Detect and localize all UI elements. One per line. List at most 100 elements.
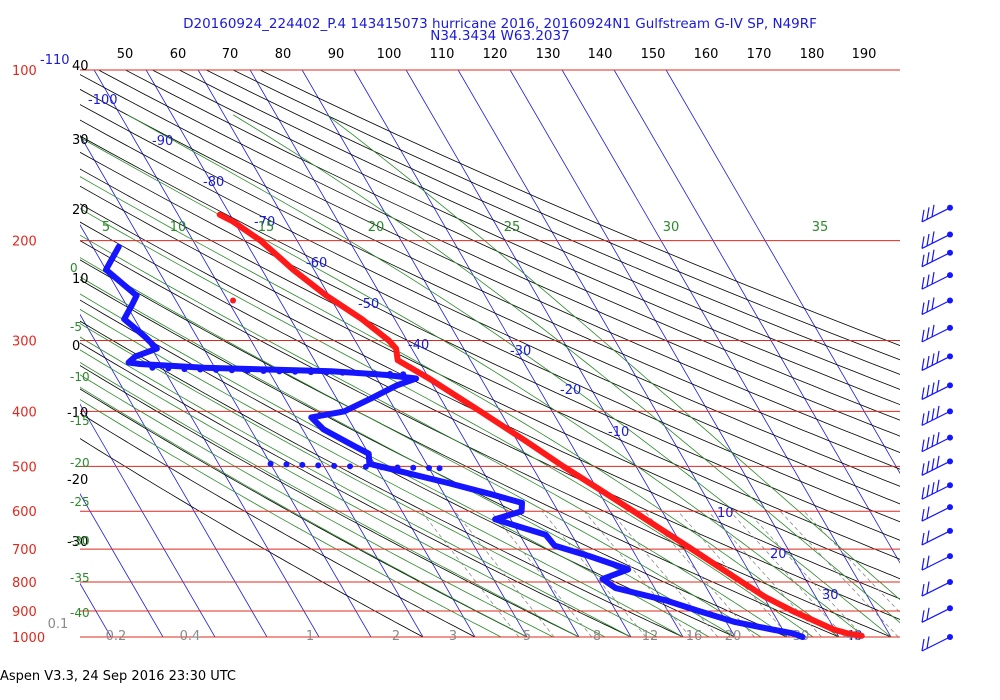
wind-barb-feather — [926, 207, 930, 220]
wind-barb-feather — [921, 610, 925, 623]
theta-e-label: 5 — [102, 220, 110, 235]
dewpoint-dotted-segment-upper-dot — [339, 369, 346, 376]
pressure-tick-label: 100 — [12, 64, 37, 79]
dry-adiabat-line — [80, 74, 900, 453]
wind-barb-feather — [926, 460, 930, 473]
theta-left-label: -10 — [67, 406, 88, 421]
dry-adiabat-line — [80, 320, 684, 637]
moist-adiabat-line — [80, 349, 606, 637]
mixing-ratio-label: 5 — [523, 629, 531, 644]
isotherm-label: 10 — [717, 506, 734, 521]
isotherm-line — [561, 70, 892, 637]
wind-barb-shaft — [921, 384, 951, 400]
dry-adiabat-line — [80, 151, 900, 541]
theta-left-label: 10 — [72, 272, 89, 287]
dewpoint-dotted-segment-lower-dot — [299, 461, 306, 468]
isotherm-label: -80 — [203, 175, 224, 190]
dewpoint-dotted-segment-upper-dot — [400, 371, 407, 378]
dry-adiabat-line — [233, 70, 900, 361]
footer-version-date: Aspen V3.3, 24 Sep 2016 23:30 UTC — [0, 669, 237, 684]
wind-barb-feather — [931, 249, 935, 262]
theta-left-label: 20 — [72, 203, 89, 218]
sounding-traces — [103, 211, 865, 640]
dry-adiabat-line — [80, 438, 424, 637]
moist-adiabat-line — [80, 293, 710, 637]
theta-top-label: 130 — [536, 47, 561, 62]
dewpoint-dotted-segment-upper-dot — [292, 368, 299, 375]
dry-adiabat-line — [98, 70, 900, 437]
theta-e-label: 25 — [504, 220, 521, 235]
wind-barb-feather — [926, 581, 930, 594]
theta-e-label: 30 — [663, 220, 680, 235]
theta-e-label: 35 — [812, 220, 829, 235]
wind-barb-feather — [931, 458, 935, 471]
wind-barb-feather — [936, 479, 940, 492]
wind-barb-feather — [931, 324, 935, 337]
moist-left-label: -35 — [70, 571, 90, 585]
mixing-ratio-line — [779, 510, 899, 637]
temperature-trace — [216, 211, 865, 639]
wind-barb-feather — [921, 277, 925, 290]
isotherm-label: -10 — [608, 425, 629, 440]
dewpoint-dotted-segment-lower-dot — [315, 462, 322, 469]
theta-top-label: 150 — [641, 47, 666, 62]
theta-e-label: 10 — [170, 220, 187, 235]
wind-barb-feather — [921, 302, 925, 315]
theta-left-label: -20 — [67, 473, 88, 488]
wind-barb-shaft — [921, 274, 951, 290]
moist-adiabat-line — [80, 399, 502, 637]
wind-barb-shaft — [921, 607, 951, 623]
wind-barb-feather — [921, 532, 925, 546]
dewpoint-dotted-segment-upper-dot — [371, 370, 378, 377]
wind-barb-shaft — [921, 207, 951, 223]
isotherm-line — [249, 70, 580, 637]
wind-barb-feather — [931, 482, 935, 495]
dry-adiabat-line — [80, 259, 840, 637]
isotherm-line — [665, 70, 900, 475]
wind-barb-shaft — [921, 355, 951, 371]
dewpoint-dotted-segment-lower-dot — [378, 464, 385, 471]
theta-e-label: 15 — [258, 220, 275, 235]
isotherm-lines — [80, 70, 900, 637]
wind-barb-feather — [921, 487, 925, 500]
wind-barb-feather — [931, 231, 935, 244]
wind-barb-feather — [936, 455, 940, 468]
moist-left-label: -20 — [70, 456, 90, 470]
dry-adiabat-line — [80, 135, 900, 523]
theta-top-label: 120 — [483, 47, 508, 62]
moist-left-label: -5 — [70, 320, 82, 334]
moist-adiabat-line — [233, 114, 900, 624]
dry-adiabat-line — [80, 342, 632, 637]
pressure-tick-label: 300 — [12, 335, 37, 350]
theta-left-label: 30 — [72, 133, 89, 148]
wind-barb-shaft — [921, 484, 951, 500]
moist-adiabat-line — [80, 136, 866, 637]
dewpoint-trace — [103, 243, 806, 640]
wind-barb-feather — [926, 506, 930, 519]
wind-barb-shaft — [921, 530, 951, 546]
wind-barb-shaft — [921, 506, 951, 522]
wind-barb-feather — [926, 555, 930, 568]
wind-barb-feather — [931, 434, 935, 447]
moist-left-label: -10 — [70, 370, 90, 384]
isotherm-line — [353, 70, 684, 637]
dewpoint-dotted-segment-upper-dot — [197, 366, 204, 373]
dry-adiabat-line — [125, 70, 900, 421]
pressure-tick-label: 800 — [12, 576, 37, 591]
isotherm-line — [457, 70, 788, 637]
mixing-ratio-label: 2 — [392, 629, 400, 644]
pressure-lines — [80, 69, 900, 638]
isotherm-line — [301, 70, 632, 637]
wind-barb-feather — [921, 236, 925, 249]
isotherm-label: -30 — [510, 344, 531, 359]
mixing-ratio-line — [803, 510, 900, 614]
dewpoint-dotted-segment-upper-dot — [181, 366, 188, 373]
dewpoint-dotted-segment-upper-dot — [244, 367, 251, 374]
wind-barb-feather — [931, 382, 935, 395]
dry-adiabat-line — [80, 104, 900, 487]
isotherm-line — [80, 224, 320, 637]
theta-left-label: 40 — [72, 59, 89, 74]
dry-adiabat-line — [80, 168, 900, 560]
mixing-ratio-line — [729, 510, 846, 637]
wind-barb-feather — [921, 413, 925, 426]
